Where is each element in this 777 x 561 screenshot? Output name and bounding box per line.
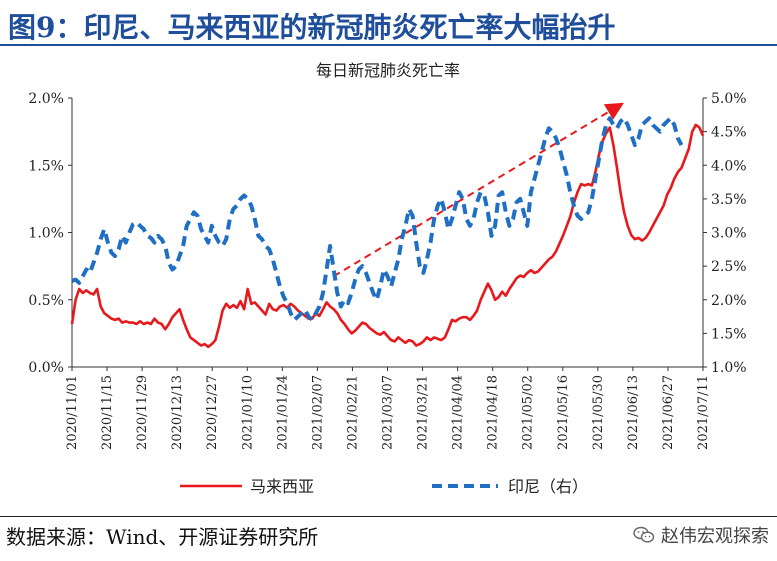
x-tick-label: 2020/12/13 — [170, 375, 185, 450]
right-tick-label: 5.0% — [711, 91, 747, 107]
x-tick-label: 2021/06/27 — [661, 375, 676, 450]
x-tick-label: 2021/05/30 — [591, 375, 606, 450]
right-axis-ticks: 1.0% 1.5% 2.0% 2.5% 3.0% 3.5% 4.0% 4.5% 5.0% — [703, 91, 747, 376]
x-tick-label: 2021/03/21 — [416, 375, 431, 450]
header-bar: 图9：印尼、马来西亚的新冠肺炎死亡率大幅抬升 — [0, 0, 777, 46]
trend-arrow-head — [603, 102, 624, 120]
x-axis-ticks: 2020/11/01 2020/11/15 2020/11/29 2020/12/13… — [65, 367, 711, 450]
x-tick-label: 2021/04/04 — [451, 375, 466, 450]
right-tick-label: 1.0% — [711, 360, 747, 376]
series-line-indonesia — [71, 116, 684, 322]
watermark-text: 赵伟宏观探索 — [661, 526, 769, 547]
x-tick-label: 2021/02/21 — [345, 375, 360, 450]
x-tick-label: 2021/01/10 — [240, 375, 255, 450]
right-tick-label: 3.5% — [711, 192, 747, 208]
x-tick-label: 2021/02/07 — [310, 375, 325, 450]
left-tick-label: 0.5% — [28, 293, 64, 309]
x-tick-label: 2020/11/29 — [135, 375, 150, 450]
chart: 每日新冠肺炎死亡率 0.0% 0.5% 1.0% 1.5% 2.0% 1.0% 1.5% 2… — [28, 61, 747, 496]
source-note: 数据来源：Wind、开源证券研究所 — [6, 525, 319, 549]
left-axis-ticks: 0.0% 0.5% 1.0% 1.5% 2.0% — [28, 91, 72, 376]
x-tick-label: 2021/01/24 — [275, 375, 290, 450]
right-tick-label: 4.0% — [711, 158, 747, 174]
trend-arrow-group — [333, 102, 624, 278]
x-tick-label: 2021/06/13 — [626, 375, 641, 450]
x-tick-label: 2021/05/02 — [521, 375, 536, 450]
series-group — [70, 116, 705, 349]
legend-label-malaysia: 马来西亚 — [250, 477, 314, 496]
x-tick-label: 2021/05/16 — [556, 375, 571, 450]
series-line-malaysia — [70, 123, 705, 349]
footer-divider — [0, 516, 777, 517]
x-tick-label: 2020/11/01 — [65, 375, 80, 450]
chart-title: 每日新冠肺炎死亡率 — [316, 61, 460, 80]
x-tick-label: 2020/11/15 — [100, 375, 115, 450]
right-tick-label: 2.5% — [711, 259, 747, 275]
x-tick-label: 2020/12/27 — [205, 375, 220, 450]
right-tick-label: 1.5% — [711, 326, 747, 342]
legend: 马来西亚 印尼（右） — [180, 477, 588, 496]
left-tick-label: 1.5% — [28, 158, 64, 174]
x-tick-label: 2021/07/11 — [696, 375, 711, 450]
legend-label-indonesia: 印尼（右） — [508, 477, 588, 496]
left-tick-label: 1.0% — [28, 226, 64, 242]
right-tick-label: 3.0% — [711, 226, 747, 242]
right-tick-label: 2.0% — [711, 293, 747, 309]
figure-title: 图9：印尼、马来西亚的新冠肺炎死亡率大幅抬升 — [8, 11, 616, 44]
watermark: 赵伟宏观探索 — [633, 522, 769, 548]
left-tick-label: 0.0% — [28, 360, 64, 376]
wechat-icon — [633, 526, 655, 543]
left-tick-label: 2.0% — [28, 91, 64, 107]
x-tick-label: 2021/04/18 — [486, 375, 501, 450]
x-tick-label: 2021/03/07 — [381, 375, 396, 450]
right-tick-label: 4.5% — [711, 125, 747, 141]
trend-arrow-line — [333, 111, 610, 278]
